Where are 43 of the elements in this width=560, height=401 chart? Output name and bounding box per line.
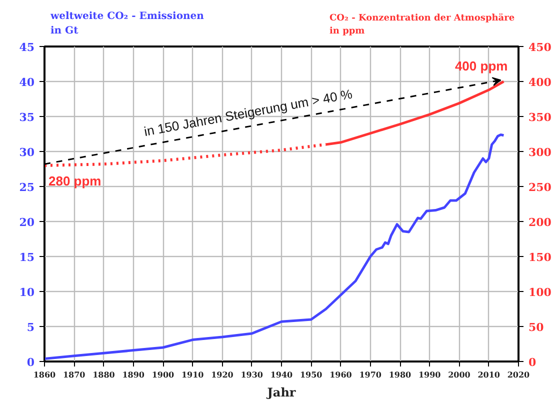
x-tick-label: 1950 <box>300 370 323 380</box>
annotation: 400 ppm <box>454 58 508 74</box>
x-tick-label: 1920 <box>211 370 234 380</box>
y-tick-label: 0 <box>26 356 35 369</box>
x-tick-label: 1890 <box>122 370 145 380</box>
annotation: 280 ppm <box>48 174 102 188</box>
x-tick-label: 1900 <box>152 370 175 380</box>
x-tick-label: 1870 <box>62 370 86 380</box>
y-tick-label: 15 <box>19 251 35 264</box>
y-tick-label: 25 <box>19 181 35 194</box>
x-tick-label: 1960 <box>330 370 352 380</box>
y-axis-title: weltweite CO₂ - Emissionen in Gt <box>50 11 205 36</box>
x-tick-label: 1860 <box>33 370 56 380</box>
y2-tick-label: 50 <box>528 321 544 334</box>
x-tick-label: 1930 <box>240 370 264 380</box>
y2-tick-label: 200 <box>528 216 552 229</box>
x-tick-label: 1980 <box>388 370 412 380</box>
annotation: in 150 Jahren Steigerung um > 40 % <box>142 86 354 140</box>
y2-tick-label: 400 <box>528 76 552 89</box>
y2-tick-label: 450 <box>528 41 552 54</box>
y2-tick-label: 250 <box>528 181 552 194</box>
x-tick-label: 2000 <box>448 370 471 380</box>
x-tick-label: 1990 <box>418 370 442 380</box>
x-tick-label: 2010 <box>478 370 500 380</box>
x-tick-label: 1910 <box>181 370 204 380</box>
y2-tick-label: 150 <box>528 251 552 264</box>
x-tick-label: 1970 <box>359 370 382 380</box>
y-tick-label: 10 <box>19 286 35 299</box>
y2-axis-title: CO₂ - Konzentration der Atmosphäre in ppm <box>330 12 515 36</box>
y2-tick-label: 0 <box>528 356 536 369</box>
y-tick-label: 30 <box>19 146 35 159</box>
y-tick-label: 20 <box>19 216 35 229</box>
x-tick-label: 1880 <box>92 370 116 380</box>
y-tick-label: 35 <box>19 111 35 124</box>
y-tick-label: 45 <box>19 41 35 54</box>
y2-tick-label: 350 <box>528 111 552 124</box>
x-axis-title: Jahr <box>266 386 296 400</box>
y2-tick-label: 300 <box>528 146 552 159</box>
y-tick-label: 40 <box>19 76 35 89</box>
x-tick-label: 1940 <box>270 370 294 380</box>
y2-tick-label: 100 <box>528 286 552 299</box>
y-tick-label: 5 <box>26 321 34 334</box>
x-tick-label: 2020 <box>507 370 530 380</box>
